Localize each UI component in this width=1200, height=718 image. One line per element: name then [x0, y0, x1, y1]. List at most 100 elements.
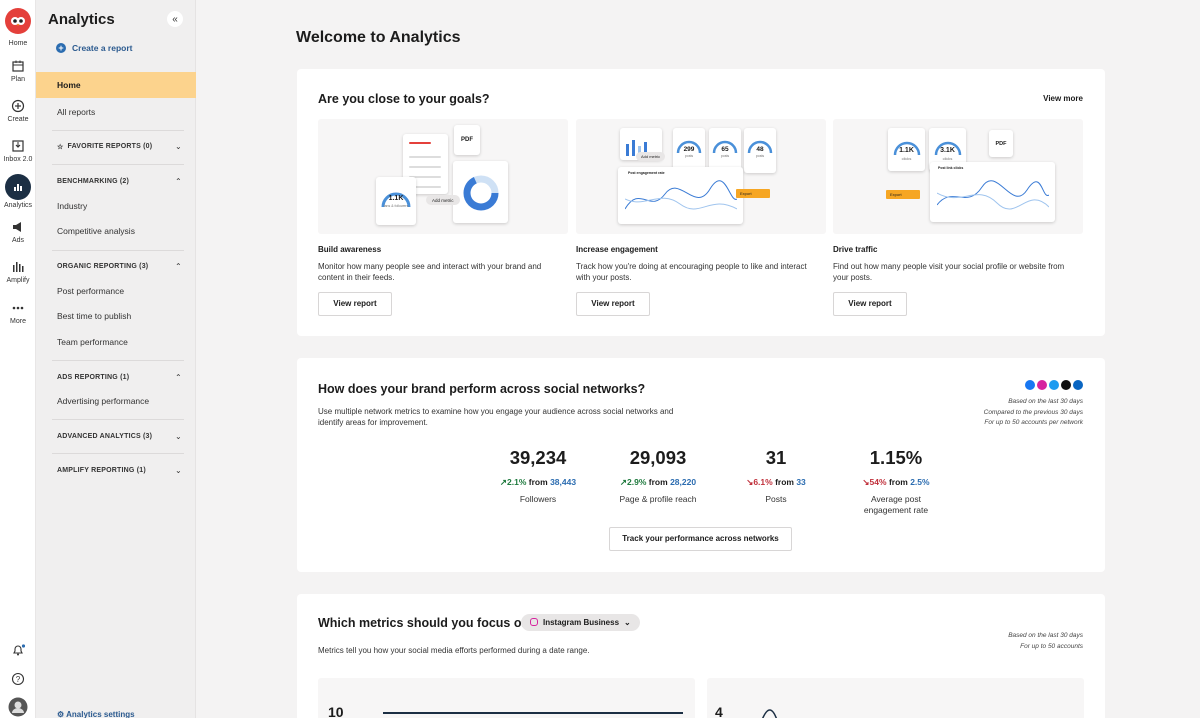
note-line: For up to 50 accounts per network [984, 419, 1083, 426]
rail-amplify[interactable]: Amplify [0, 260, 36, 284]
rail-plan[interactable]: Plan [0, 59, 36, 83]
export-chip: Export [736, 189, 770, 198]
rail-inbox[interactable]: Inbox 2.0 [0, 139, 36, 163]
view-more-link[interactable]: View more [1043, 94, 1083, 103]
kpi-label: Average post engagement rate [863, 494, 929, 515]
view-report-button[interactable]: View report [576, 292, 650, 316]
section-amplify-reporting[interactable]: AMPLIFY REPORTING (1) [57, 467, 146, 474]
section-favorite-reports[interactable]: ☆ FAVORITE REPORTS (0) [57, 143, 152, 151]
gauge-unit: posts [755, 154, 765, 158]
mini-chart-title: Post engagement rate [628, 171, 665, 175]
line-chart-icon [937, 180, 1049, 210]
kpi-change: ↘6.1% from 33 [721, 477, 831, 488]
section-advanced-analytics[interactable]: ADVANCED ANALYTICS (3) [57, 433, 153, 440]
note-line: Compared to the previous 30 days [983, 408, 1083, 416]
sidebar-item-all-reports[interactable]: All reports [57, 107, 96, 117]
metric-panel-right: 4 [707, 678, 1084, 718]
view-report-button[interactable]: View report [318, 292, 392, 316]
plus-icon: + [56, 43, 66, 53]
kpi-value: 1.15% [869, 447, 923, 468]
gauge-card-2: 65 posts [709, 128, 741, 173]
sidebar-item-industry[interactable]: Industry [57, 201, 88, 211]
rail-home[interactable]: Home [0, 40, 36, 47]
profile-button[interactable] [0, 697, 36, 718]
goal-title: Build awareness [318, 245, 382, 254]
kpi-engagement-rate: 1.15% ↘54% from 2.5% Average post engage… [841, 447, 951, 516]
gauge-icon [893, 141, 920, 156]
goal-description: Monitor how many people see and interact… [318, 262, 542, 282]
kpi-ref: 2.5% [910, 477, 930, 487]
metrics-description: Metrics tell you how your social media e… [318, 646, 590, 655]
kpi-value: 29,093 [629, 447, 687, 468]
brand-performance-card: How does your brand perform across socia… [297, 358, 1105, 572]
kpi-label: Posts [765, 494, 787, 504]
section-benchmarking[interactable]: BENCHMARKING (2) [57, 178, 130, 185]
divider [52, 164, 184, 165]
kpi-from: from [648, 477, 668, 487]
divider [52, 250, 184, 251]
gear-icon: ⚙ [57, 710, 67, 718]
collapse-sidebar-button[interactable]: « [167, 11, 183, 27]
rail-more[interactable]: More [0, 301, 36, 325]
network-select[interactable]: Instagram Business ⌄ [521, 614, 640, 631]
sidebar-item-post-performance[interactable]: Post performance [57, 286, 125, 296]
brand-title: How does your brand perform across socia… [318, 382, 646, 396]
metrics-card: Which metrics should you focus on? Insta… [297, 594, 1105, 718]
chevron-down-icon[interactable]: ⌄ [175, 142, 182, 151]
rail-ads[interactable]: Ads [0, 220, 36, 244]
twitter-icon [1049, 380, 1059, 390]
view-report-button[interactable]: View report [833, 292, 907, 316]
linkedin-icon [1073, 380, 1083, 390]
page-title: Welcome to Analytics [296, 29, 461, 46]
help-button[interactable]: ? [0, 672, 36, 689]
add-metric-chip: Add metric [426, 195, 460, 205]
section-ads-reporting[interactable]: ADS REPORTING (1) [57, 374, 130, 381]
facebook-icon [1025, 380, 1035, 390]
more-dots-icon [12, 306, 24, 310]
chevron-up-icon[interactable]: ⌃ [175, 373, 182, 382]
sidebar-item-home[interactable]: Home [36, 72, 196, 98]
notifications-button[interactable] [0, 643, 36, 660]
metrics-note: Based on the last 30 days For up to 50 a… [1008, 631, 1083, 652]
kpi-posts: 31 ↘6.1% from 33 Posts [721, 447, 831, 505]
kpi-label: Page & profile reach [619, 494, 697, 504]
rail-analytics[interactable]: Analytics [0, 174, 36, 209]
rail-create[interactable]: Create [0, 99, 36, 123]
bar-chart-icon [5, 174, 31, 200]
sidebar-item-advertising-performance[interactable]: Advertising performance [57, 396, 150, 406]
section-organic-reporting[interactable]: ORGANIC REPORTING (3) [57, 263, 149, 270]
megaphone-icon [13, 222, 21, 232]
donut-chart-icon [463, 175, 499, 211]
pdf-badge: PDF [989, 130, 1013, 157]
chevron-down-icon[interactable]: ⌄ [175, 466, 182, 475]
goal-title: Increase engagement [576, 245, 658, 254]
chevron-down-icon: ⌄ [624, 618, 631, 627]
sidebar-item-best-time[interactable]: Best time to publish [57, 311, 132, 321]
metric-value: 10 [328, 704, 344, 718]
goal-title: Drive traffic [833, 245, 878, 254]
gauge-unit: clicks [942, 156, 953, 161]
plus-circle-icon [11, 99, 25, 113]
sidebar-title: Analytics [48, 11, 115, 28]
owl-logo-icon[interactable] [5, 8, 31, 34]
trend-down-icon: ↘ [862, 477, 870, 487]
gauge-icon [676, 140, 702, 154]
gauge-icon [712, 140, 738, 154]
brand-note: Based on the last 30 days Compared to th… [984, 397, 1083, 429]
metric-line [383, 712, 683, 714]
instagram-icon [530, 618, 538, 626]
create-report-link[interactable]: + Create a report [56, 43, 132, 53]
mini-stat-card: 1.1K fans & followers [376, 177, 416, 225]
network-select-label: Instagram Business [543, 618, 620, 627]
track-performance-button[interactable]: Track your performance across networks [609, 527, 792, 551]
sidebar-item-competitive-analysis[interactable]: Competitive analysis [57, 226, 135, 236]
sidebar-item-team-performance[interactable]: Team performance [57, 337, 128, 347]
chevron-down-icon[interactable]: ⌄ [175, 432, 182, 441]
note-line: Based on the last 30 days [1008, 398, 1083, 405]
mini-donut-card [453, 161, 508, 223]
analytics-settings-link[interactable]: ⚙ Analytics settings [57, 710, 135, 718]
inbox-icon [12, 140, 24, 152]
kpi-change-value: 2.1% [507, 477, 527, 487]
chevron-up-icon[interactable]: ⌃ [175, 262, 182, 271]
chevron-up-icon[interactable]: ⌃ [175, 177, 182, 186]
